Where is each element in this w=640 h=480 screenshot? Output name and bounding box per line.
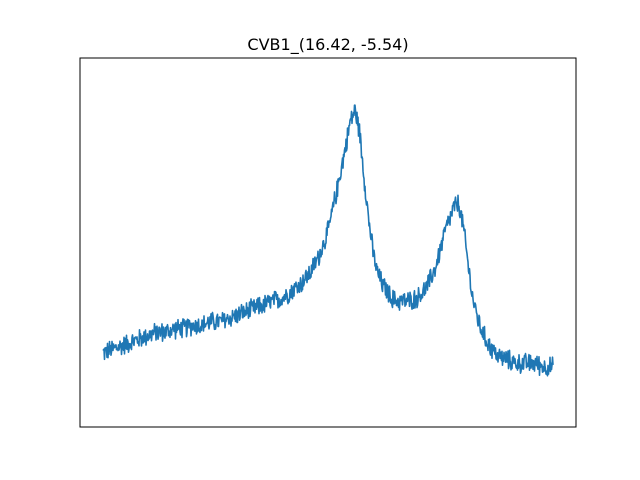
plot-area xyxy=(102,104,554,377)
axes-frame xyxy=(79,57,577,428)
chart-title: CVB1_(16.42, -5.54) xyxy=(247,35,408,55)
data-series-line xyxy=(102,104,554,377)
